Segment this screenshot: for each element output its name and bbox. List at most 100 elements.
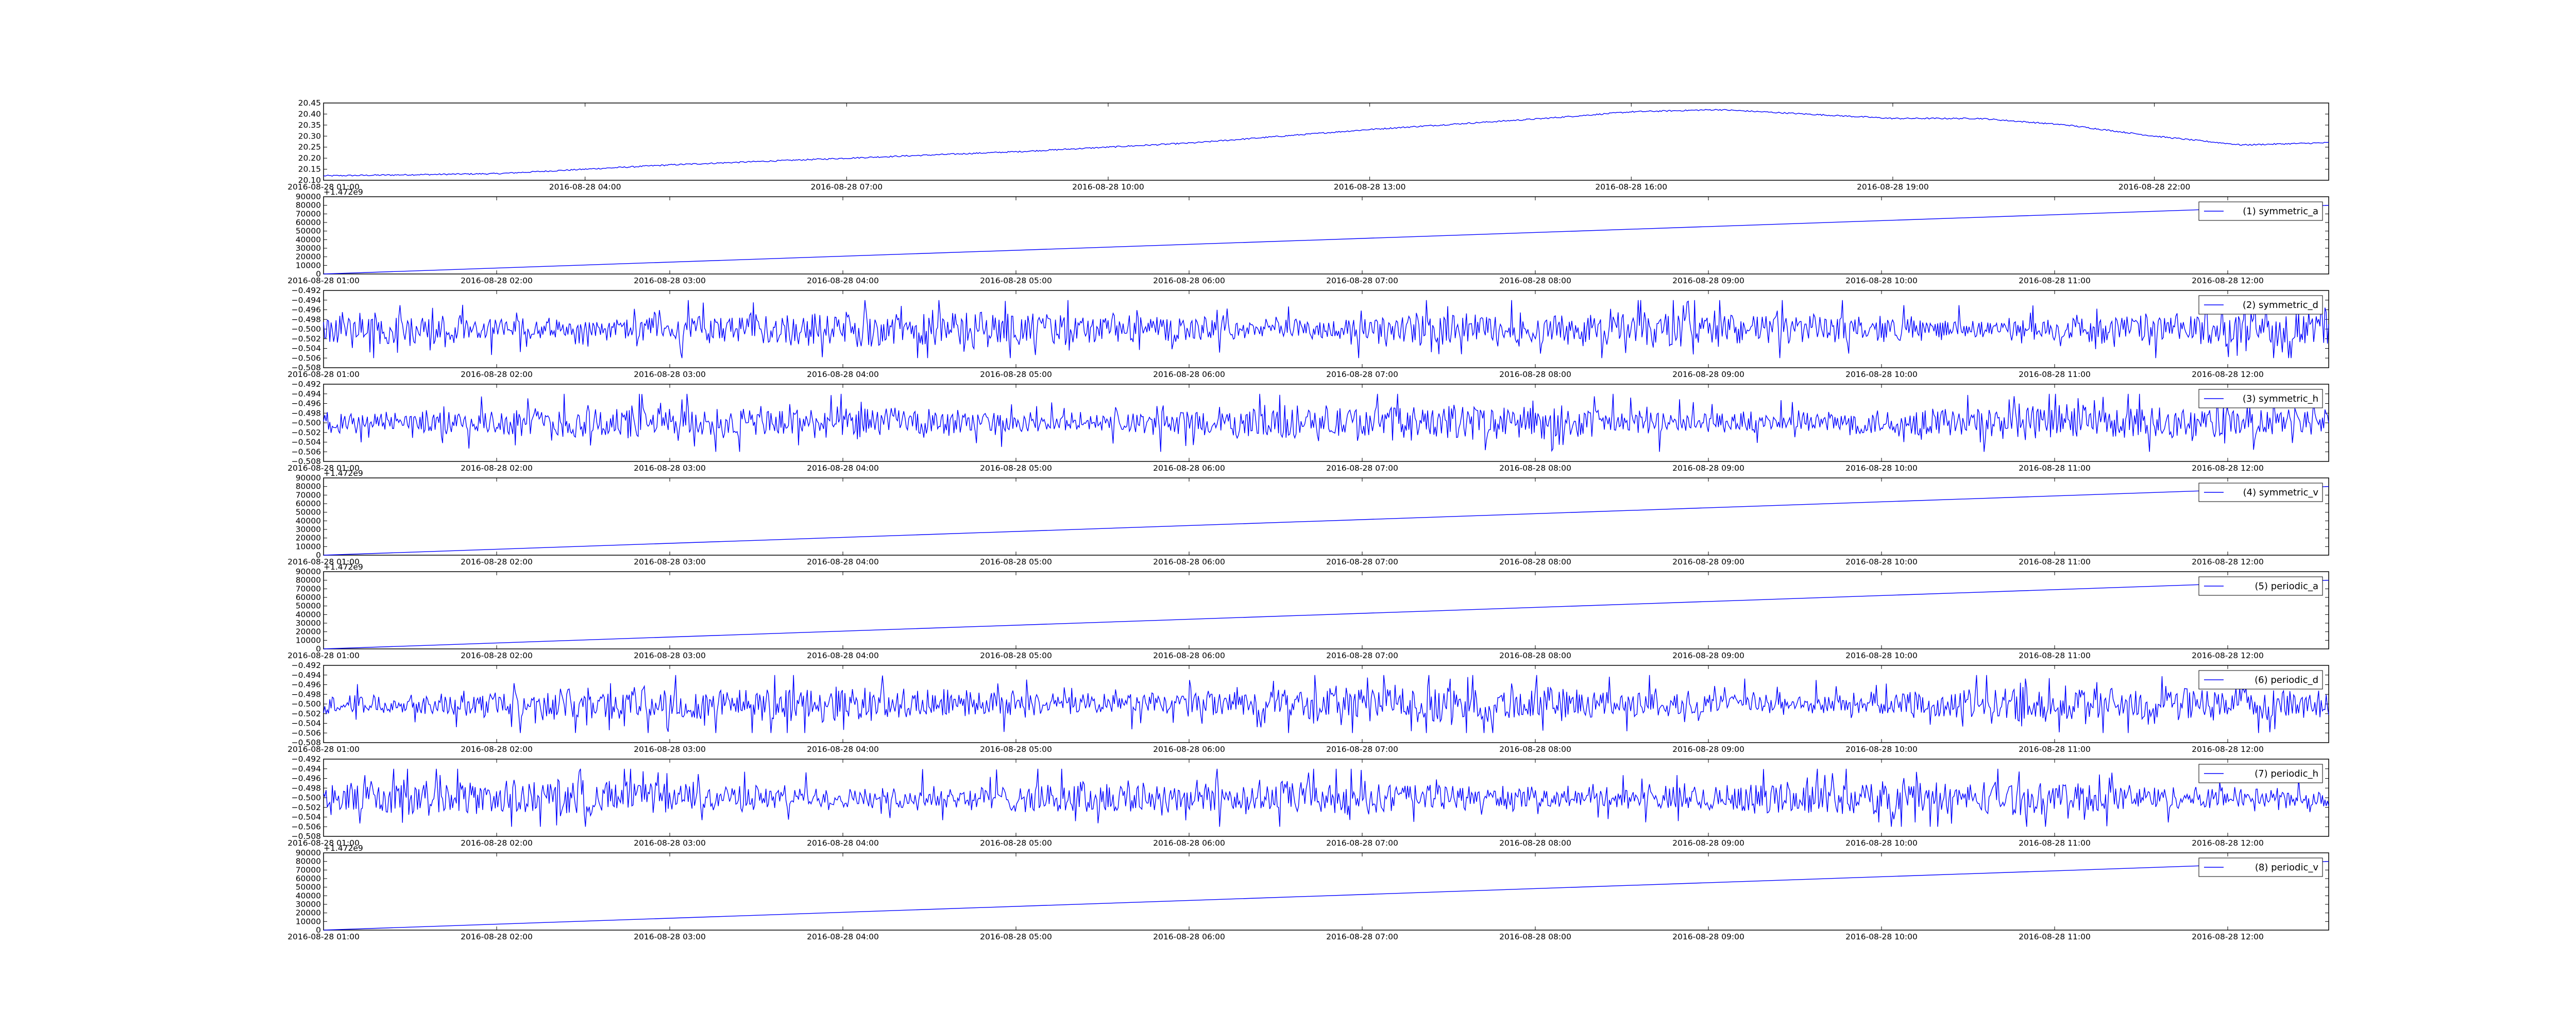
x-tick-label: 2016-08-28 06:00	[1153, 651, 1225, 660]
y-tick-label: 50000	[296, 508, 321, 517]
y-tick-label: 70000	[296, 209, 321, 218]
x-tick-label: 2016-08-28 05:00	[980, 276, 1052, 285]
y-tick-label: −0.496	[292, 399, 321, 408]
y-tick-label: 80000	[296, 857, 321, 866]
y-tick-label: 10000	[296, 917, 321, 926]
x-tick-label: 2016-08-28 01:00	[287, 932, 360, 941]
y-tick-label: −0.502	[292, 709, 321, 718]
x-tick-label: 2016-08-28 11:00	[2019, 464, 2091, 473]
y-tick-label: −0.492	[292, 286, 321, 295]
y-tick-label: −0.500	[292, 699, 321, 709]
y-tick-label: −0.506	[292, 353, 321, 363]
x-tick-label: 2016-08-28 10:00	[1845, 557, 1918, 566]
x-tick-label: 2016-08-28 11:00	[2019, 370, 2091, 379]
y-tick-label: 0	[316, 551, 321, 560]
y-tick-label: 70000	[296, 584, 321, 593]
x-tick-label: 2016-08-28 08:00	[1499, 932, 1571, 941]
axes-frame	[323, 665, 2329, 743]
x-tick-label: 2016-08-28 10:00	[1072, 182, 1144, 192]
y-tick-label: 20.35	[298, 121, 321, 130]
axes-frame	[323, 571, 2329, 649]
x-tick-label: 2016-08-28 08:00	[1499, 464, 1571, 473]
y-tick-label: −0.492	[292, 380, 321, 389]
axes-frame	[323, 852, 2329, 931]
x-tick-label: 2016-08-28 12:00	[2192, 838, 2264, 848]
x-tick-label: 2016-08-28 12:00	[2192, 651, 2264, 660]
x-tick-label: 2016-08-28 09:00	[1672, 557, 1744, 566]
y-tick-label: 50000	[296, 227, 321, 236]
y-tick-label: −0.504	[292, 813, 321, 822]
y-tick-label: 90000	[296, 192, 321, 201]
x-tick-label: 2016-08-28 22:00	[2119, 182, 2191, 192]
y-tick-label: −0.508	[292, 738, 321, 747]
x-tick-label: 2016-08-28 07:00	[1326, 276, 1398, 285]
x-tick-label: 2016-08-28 01:00	[287, 276, 360, 285]
x-tick-label: 2016-08-28 09:00	[1672, 370, 1744, 379]
series-line-periodic_d	[323, 675, 2329, 733]
y-offset-label: +1.472e9	[324, 844, 363, 853]
y-tick-label: 30000	[296, 619, 321, 628]
y-tick-label: −0.498	[292, 690, 321, 699]
x-tick-label: 2016-08-28 01:00	[287, 557, 360, 566]
x-tick-label: 2016-08-28 10:00	[1845, 932, 1918, 941]
legend-box	[2198, 201, 2323, 221]
y-tick-label: −0.496	[292, 305, 321, 315]
axes-frame	[323, 477, 2329, 556]
legend-label: (5) periodic_a	[2255, 581, 2319, 592]
x-tick-label: 2016-08-28 04:00	[807, 464, 879, 473]
x-tick-label: 2016-08-28 02:00	[461, 276, 533, 285]
x-tick-label: 2016-08-28 06:00	[1153, 464, 1225, 473]
x-tick-label: 2016-08-28 10:00	[1845, 745, 1918, 754]
x-tick-label: 2016-08-28 02:00	[461, 745, 533, 754]
y-tick-label: −0.502	[292, 428, 321, 437]
y-tick-label: 20000	[296, 627, 321, 637]
y-tick-label: 60000	[296, 218, 321, 227]
x-tick-label: 2016-08-28 05:00	[980, 651, 1052, 660]
x-tick-label: 2016-08-28 12:00	[2192, 932, 2264, 941]
x-tick-label: 2016-08-28 09:00	[1672, 464, 1744, 473]
x-tick-label: 2016-08-28 04:00	[807, 838, 879, 848]
x-tick-label: 2016-08-28 08:00	[1499, 557, 1571, 566]
x-tick-label: 2016-08-28 08:00	[1499, 276, 1571, 285]
axes-frame	[323, 196, 2329, 274]
x-tick-label: 2016-08-28 04:00	[807, 370, 879, 379]
series-line-symmetric_a	[323, 205, 2329, 274]
y-tick-label: 70000	[296, 865, 321, 874]
x-tick-label: 2016-08-28 01:00	[287, 464, 360, 473]
x-tick-label: 2016-08-28 03:00	[634, 557, 706, 566]
x-tick-label: 2016-08-28 12:00	[2192, 464, 2264, 473]
x-tick-label: 2016-08-28 02:00	[461, 651, 533, 660]
y-tick-label: 10000	[296, 261, 321, 270]
y-tick-label: 40000	[296, 610, 321, 619]
x-tick-label: 2016-08-28 10:00	[1845, 370, 1918, 379]
series-line-periodic_a	[323, 580, 2329, 649]
x-tick-label: 2016-08-28 11:00	[2019, 276, 2091, 285]
y-tick-label: −0.504	[292, 719, 321, 728]
y-tick-label: −0.500	[292, 793, 321, 802]
y-tick-label: −0.506	[292, 822, 321, 831]
x-tick-label: 2016-08-28 01:00	[287, 838, 360, 848]
y-tick-label: 20.20	[298, 153, 321, 163]
x-tick-label: 2016-08-28 06:00	[1153, 932, 1225, 941]
y-offset-label: +1.472e9	[324, 469, 363, 478]
x-tick-label: 2016-08-28 09:00	[1672, 276, 1744, 285]
x-tick-label: 2016-08-28 11:00	[2019, 651, 2091, 660]
y-tick-label: −0.504	[292, 344, 321, 353]
x-tick-label: 2016-08-28 03:00	[634, 464, 706, 473]
y-tick-label: 0	[316, 644, 321, 654]
x-tick-label: 2016-08-28 05:00	[980, 838, 1052, 848]
x-tick-label: 2016-08-28 01:00	[287, 745, 360, 754]
y-tick-label: 30000	[296, 525, 321, 534]
x-tick-label: 2016-08-28 10:00	[1845, 651, 1918, 660]
y-tick-label: 20.25	[298, 143, 321, 152]
series-line-periodic_v	[323, 861, 2329, 931]
y-tick-label: −0.502	[292, 334, 321, 344]
legend-label: (2) symmetric_d	[2243, 300, 2318, 311]
y-tick-label: 60000	[296, 499, 321, 508]
x-tick-label: 2016-08-28 08:00	[1499, 370, 1571, 379]
y-tick-label: 0	[316, 269, 321, 279]
y-tick-label: −0.492	[292, 661, 321, 670]
y-tick-label: 30000	[296, 900, 321, 909]
y-tick-label: 60000	[296, 874, 321, 883]
